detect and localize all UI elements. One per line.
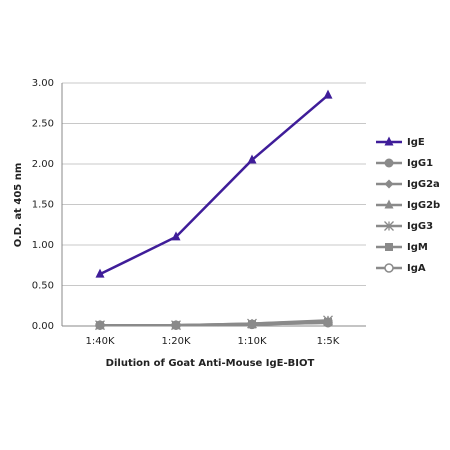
y-tick-label: 1.00 (32, 240, 54, 251)
marker (247, 319, 257, 329)
marker (95, 268, 105, 278)
marker (95, 320, 105, 330)
legend-marker (384, 158, 394, 168)
marker (171, 231, 181, 241)
x-axis-title: Dilution of Goat Anti-Mouse IgE-BIOT (106, 358, 315, 369)
legend-label: IgG2a (407, 179, 440, 190)
legend-label: IgE (407, 137, 425, 148)
x-tick-label: 1:20K (161, 336, 190, 347)
legend-marker (384, 221, 394, 231)
y-tick-label: 2.00 (32, 159, 54, 170)
legend-marker (384, 263, 394, 273)
legend-label: IgG2b (407, 200, 440, 211)
legend-marker (385, 243, 393, 251)
y-tick-label: 3.00 (32, 78, 54, 89)
series-line (100, 321, 329, 327)
marker (323, 318, 333, 328)
x-tick-label: 1:40K (85, 336, 114, 347)
y-tick-label: 0.50 (32, 281, 54, 292)
legend-marker (384, 179, 394, 189)
legend-marker (384, 136, 394, 146)
legend-label: IgA (407, 263, 426, 274)
legend-marker (384, 199, 394, 209)
marker (323, 89, 333, 99)
y-tick-label: 1.50 (32, 200, 54, 211)
legend-label: IgG1 (407, 158, 433, 169)
y-tick-label: 2.50 (32, 119, 54, 130)
y-tick-label: 0.00 (32, 321, 54, 332)
marker (247, 154, 257, 164)
y-axis-title: O.D. at 405 nm (13, 163, 24, 248)
marker (171, 320, 181, 330)
x-tick-label: 1:10K (237, 336, 266, 347)
x-tick-label: 1:5K (317, 336, 340, 347)
series-line (99, 94, 329, 276)
legend-label: IgM (407, 242, 428, 253)
legend-label: IgG3 (407, 221, 433, 232)
